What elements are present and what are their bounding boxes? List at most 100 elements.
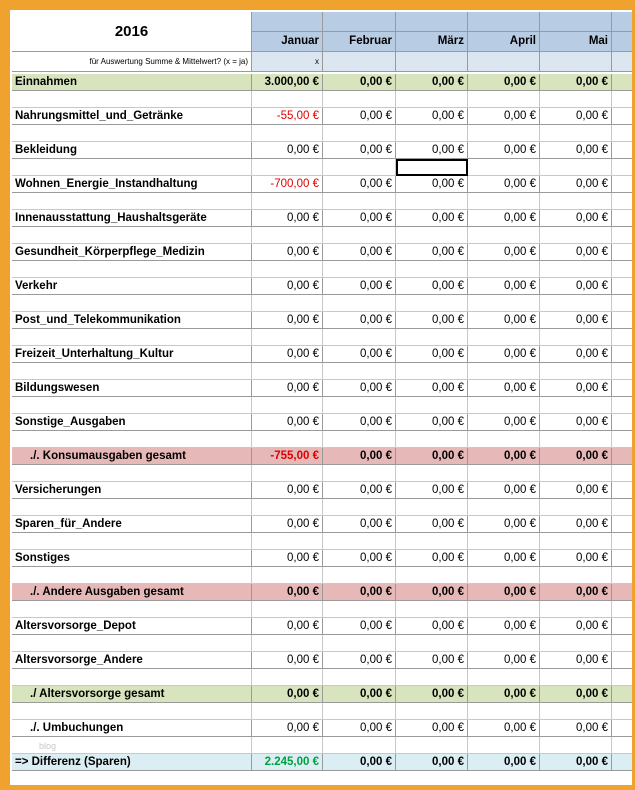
flag-cell bbox=[468, 52, 540, 72]
blank-cell bbox=[612, 635, 632, 652]
blank-cell bbox=[540, 193, 612, 210]
value-cell: 0,00 € bbox=[323, 244, 396, 261]
blank-cell bbox=[396, 533, 468, 550]
blank-cell bbox=[12, 499, 252, 516]
watermark: blog bbox=[39, 741, 57, 751]
value-cell: 0,00 € bbox=[540, 312, 612, 329]
value-cell: 0,00 € bbox=[323, 108, 396, 125]
blank-cell bbox=[396, 601, 468, 618]
selected-cell bbox=[396, 159, 468, 176]
blank-cell bbox=[252, 125, 323, 142]
row-label: Wohnen_Energie_Instandhaltung bbox=[12, 176, 252, 193]
value-cell: 0,00 € bbox=[468, 74, 540, 91]
blank-cell bbox=[468, 567, 540, 584]
value-cell: 0,00 € bbox=[468, 380, 540, 397]
blank-cell bbox=[612, 91, 632, 108]
blank-cell bbox=[540, 465, 612, 482]
value-cell: 0,00 € bbox=[540, 176, 612, 193]
value-cell bbox=[612, 176, 632, 193]
blank-cell bbox=[540, 533, 612, 550]
value-cell: 0,00 € bbox=[252, 516, 323, 533]
value-cell: 0,00 € bbox=[540, 278, 612, 295]
value-cell: 0,00 € bbox=[468, 176, 540, 193]
value-cell: 0,00 € bbox=[396, 142, 468, 159]
value-cell: 0,00 € bbox=[396, 108, 468, 125]
blank-cell bbox=[252, 703, 323, 720]
blank-cell bbox=[323, 295, 396, 312]
value-cell bbox=[612, 414, 632, 431]
value-cell: 0,00 € bbox=[540, 346, 612, 363]
value-cell: 0,00 € bbox=[323, 210, 396, 227]
blank-cell bbox=[468, 431, 540, 448]
value-cell: 0,00 € bbox=[468, 142, 540, 159]
value-cell: 0,00 € bbox=[468, 516, 540, 533]
value-cell: 0,00 € bbox=[323, 176, 396, 193]
value-cell: 0,00 € bbox=[468, 244, 540, 261]
blank-cell bbox=[323, 533, 396, 550]
blank-cell bbox=[323, 91, 396, 108]
month-header bbox=[612, 32, 632, 52]
row-label: Gesundheit_Körperpflege_Medizin bbox=[12, 244, 252, 261]
value-cell: 0,00 € bbox=[252, 210, 323, 227]
blank-cell bbox=[12, 465, 252, 482]
header-note: für Auswertung Summe & Mittelwert? (x = … bbox=[12, 52, 252, 72]
row-label: Altersvorsorge_Andere bbox=[12, 652, 252, 669]
blank-cell bbox=[612, 533, 632, 550]
blank-cell bbox=[468, 465, 540, 482]
value-cell: 0,00 € bbox=[323, 550, 396, 567]
value-cell bbox=[612, 210, 632, 227]
value-cell bbox=[612, 142, 632, 159]
blank-cell bbox=[396, 431, 468, 448]
value-cell: 0,00 € bbox=[323, 652, 396, 669]
blank-cell bbox=[540, 499, 612, 516]
blank-cell bbox=[252, 261, 323, 278]
value-cell bbox=[612, 516, 632, 533]
value-cell: 0,00 € bbox=[323, 346, 396, 363]
blank-cell bbox=[252, 91, 323, 108]
month-header: April bbox=[468, 32, 540, 52]
blank-cell bbox=[612, 397, 632, 414]
value-cell: 0,00 € bbox=[252, 380, 323, 397]
row-label: Versicherungen bbox=[12, 482, 252, 499]
blank-cell bbox=[540, 431, 612, 448]
value-cell: 0,00 € bbox=[252, 312, 323, 329]
value-cell: 0,00 € bbox=[396, 618, 468, 635]
value-cell: 0,00 € bbox=[323, 686, 396, 703]
blank-cell bbox=[323, 363, 396, 380]
blank-cell bbox=[252, 193, 323, 210]
value-cell: 0,00 € bbox=[468, 312, 540, 329]
value-cell: 0,00 € bbox=[468, 618, 540, 635]
blank-cell bbox=[396, 465, 468, 482]
header-band bbox=[396, 12, 468, 32]
blank-cell bbox=[252, 363, 323, 380]
row-label: ./ Altersvorsorge gesamt bbox=[12, 686, 252, 703]
blank-cell bbox=[612, 125, 632, 142]
header-band bbox=[468, 12, 540, 32]
value-cell: 0,00 € bbox=[323, 142, 396, 159]
blank-cell bbox=[396, 329, 468, 346]
blank-cell bbox=[323, 499, 396, 516]
value-cell bbox=[612, 312, 632, 329]
row-label: Sonstige_Ausgaben bbox=[12, 414, 252, 431]
blank-cell bbox=[468, 397, 540, 414]
title-cell: 2016 bbox=[12, 12, 252, 52]
row-label: => Differenz (Sparen) bbox=[12, 754, 252, 771]
spreadsheet: 2016 Januar x Februar März April Mai für Auswer… bbox=[10, 10, 632, 785]
value-cell: 0,00 € bbox=[396, 312, 468, 329]
value-cell bbox=[612, 652, 632, 669]
blank-cell bbox=[323, 125, 396, 142]
blank-cell bbox=[323, 703, 396, 720]
blank-cell bbox=[540, 227, 612, 244]
value-cell: 0,00 € bbox=[540, 516, 612, 533]
value-cell: 0,00 € bbox=[396, 74, 468, 91]
value-cell bbox=[612, 720, 632, 737]
blank-cell bbox=[612, 703, 632, 720]
value-cell: 0,00 € bbox=[540, 584, 612, 601]
value-cell: 0,00 € bbox=[396, 754, 468, 771]
blank-cell bbox=[323, 635, 396, 652]
blank-cell bbox=[540, 91, 612, 108]
month-header: Februar bbox=[323, 32, 396, 52]
value-cell: 0,00 € bbox=[468, 210, 540, 227]
blank-cell bbox=[12, 91, 252, 108]
value-cell: 0,00 € bbox=[468, 720, 540, 737]
